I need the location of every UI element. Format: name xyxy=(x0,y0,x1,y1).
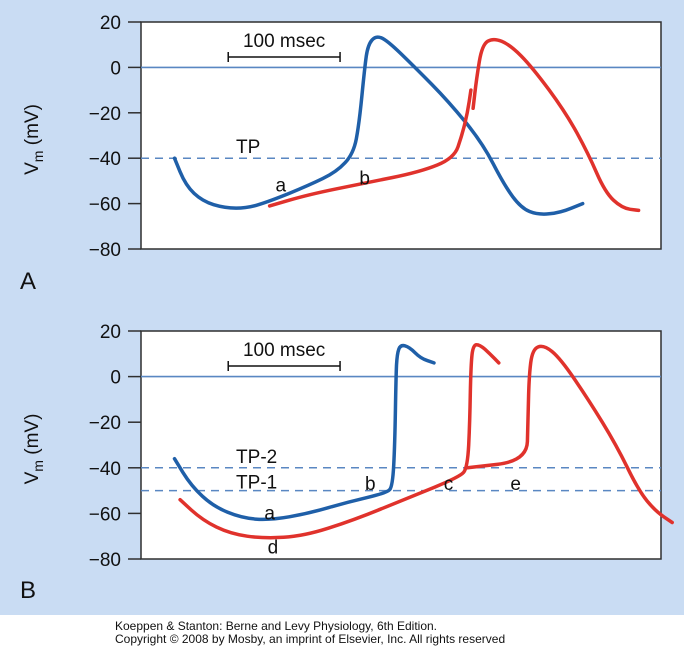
y-axis-label: Vm (mV) xyxy=(22,104,46,175)
annotation-b: b xyxy=(365,474,376,495)
threshold-label-0: TP-2 xyxy=(236,447,277,468)
y-tick-label-5: −80 xyxy=(89,550,121,571)
series-red-upstroke xyxy=(471,37,641,213)
series-red xyxy=(178,342,501,540)
y-tick-label-4: −60 xyxy=(89,504,121,525)
y-tick-label-2: −20 xyxy=(89,104,121,125)
y-tick-label-0: 20 xyxy=(100,13,121,34)
y-tick-label-1: 0 xyxy=(110,58,121,79)
threshold-label-1: TP-1 xyxy=(236,473,277,494)
panel-label-b: B xyxy=(20,577,36,604)
y-tick-label-2: −20 xyxy=(89,413,121,434)
scale-bar-label: 100 msec xyxy=(243,31,325,52)
y-axis-label: Vm (mV) xyxy=(22,414,46,485)
annotation-a: a xyxy=(275,175,286,196)
credit-line-2: Copyright © 2008 by Mosby, an imprint of… xyxy=(115,632,506,646)
annotation-a: a xyxy=(264,503,275,524)
annotation-e: e xyxy=(510,474,521,495)
credit-line-1: Koeppen & Stanton: Berne and Levy Physio… xyxy=(115,619,437,633)
y-tick-label-3: −40 xyxy=(89,459,121,480)
y-tick-label-4: −60 xyxy=(89,195,121,216)
annotation-c: c xyxy=(444,474,454,495)
annotation-d: d xyxy=(268,538,279,559)
panel-label-a: A xyxy=(20,268,36,295)
y-tick-label-5: −80 xyxy=(89,240,121,261)
scale-bar-label: 100 msec xyxy=(243,340,325,361)
threshold-label-0: TP xyxy=(236,137,260,158)
panel-b: 20 0 −20 −40 −60 −80 Vm (mV) 100 msec TP-2 TP-1 ad… xyxy=(20,322,674,604)
series-red xyxy=(267,88,473,208)
y-tick-label-3: −40 xyxy=(89,149,121,170)
y-tick-label-0: 20 xyxy=(100,322,121,343)
series-blue xyxy=(172,35,585,216)
series-red-e xyxy=(465,344,674,525)
panel-a: 20 0 −20 −40 −60 −80 Vm (mV) 100 msec TP a b A xyxy=(20,13,662,295)
annotation-b: b xyxy=(359,169,370,190)
y-tick-label-1: 0 xyxy=(110,368,121,389)
chart-svg: 20 0 −20 −40 −60 −80 Vm (mV) 100 msec TP a b A 20 0 −… xyxy=(20,13,674,604)
series-blue xyxy=(172,343,436,522)
plot-area xyxy=(140,330,662,560)
